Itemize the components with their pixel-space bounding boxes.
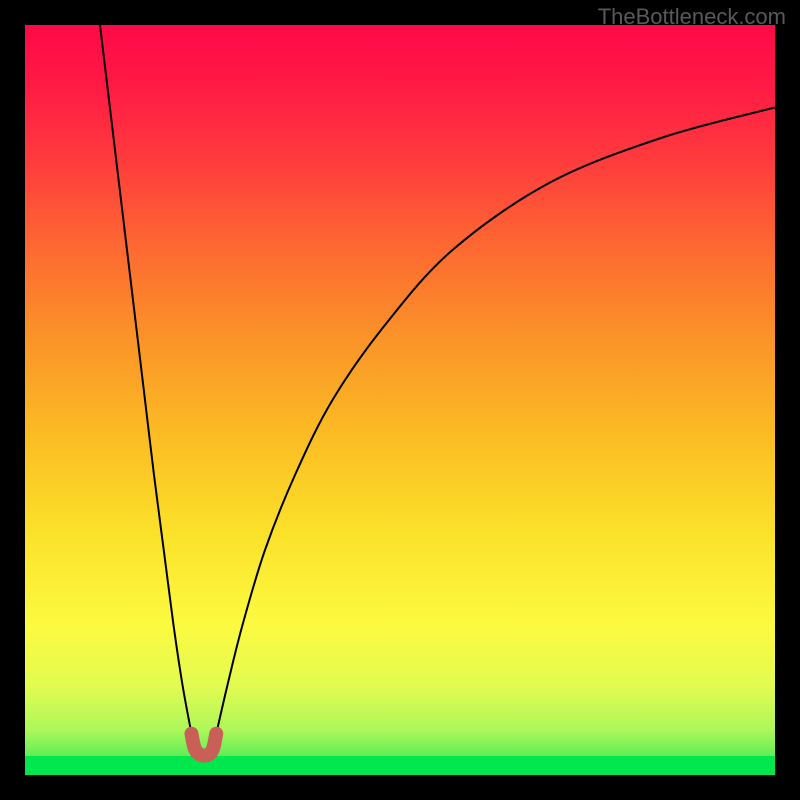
bottom-band — [25, 756, 775, 775]
bottleneck-chart: TheBottleneck.com — [0, 0, 800, 800]
chart-svg — [0, 0, 800, 800]
watermark-text: TheBottleneck.com — [598, 4, 786, 30]
